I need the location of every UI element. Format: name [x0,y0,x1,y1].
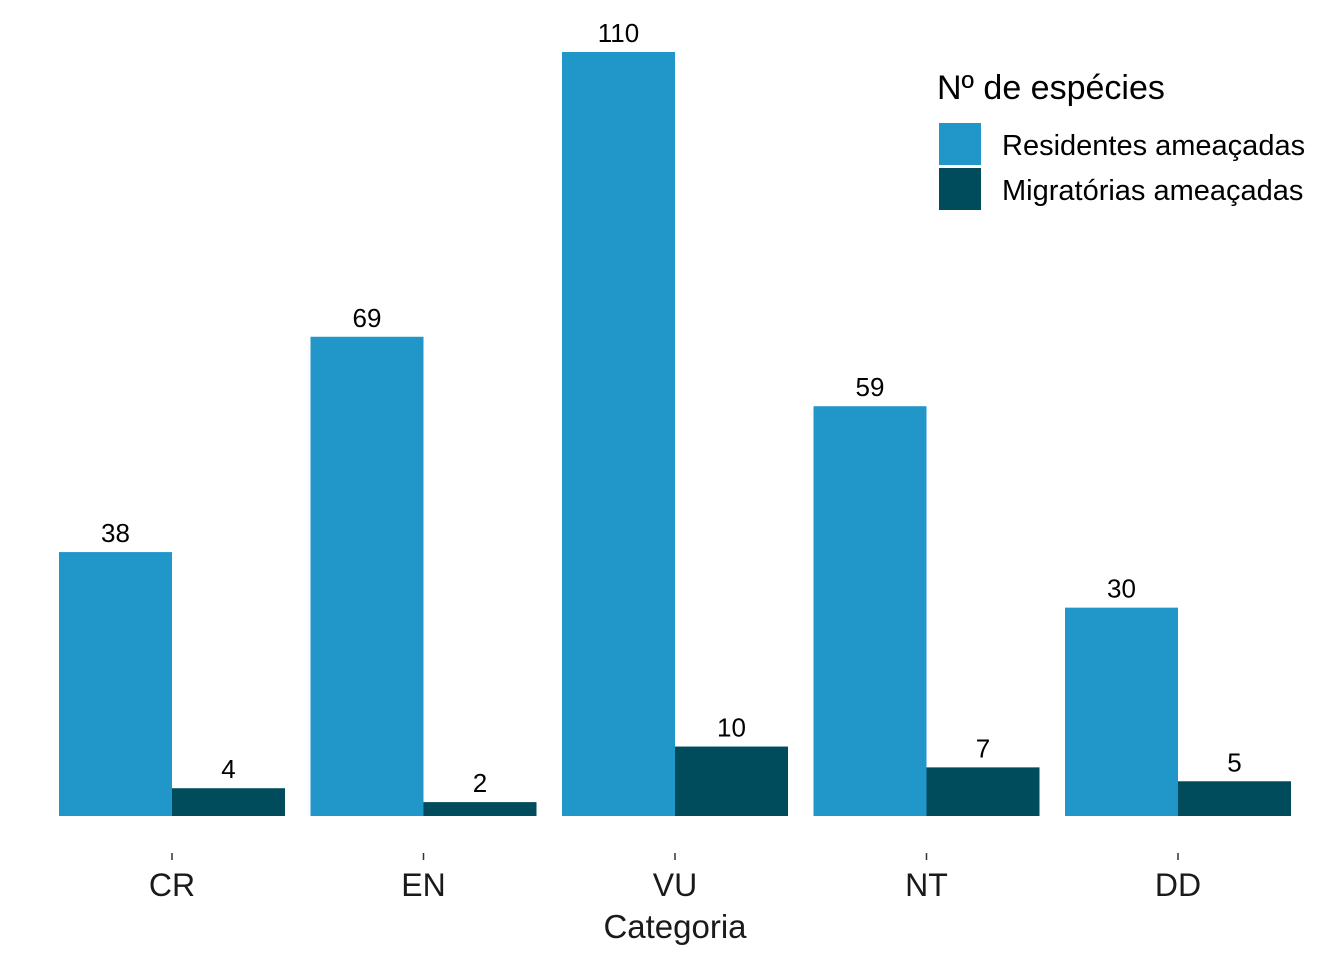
bar-value-label-migratorias-vu: 10 [717,713,746,743]
bar-value-label-residentes-vu: 110 [598,18,639,48]
legend-items: Residentes ameaçadas Migratórias ameaçada… [939,123,1305,210]
x-axis-tick-labels: CR EN VU NT DD [149,867,1201,903]
bar-value-label-migratorias-dd: 5 [1227,747,1241,777]
bar-value-label-residentes-nt: 59 [856,372,885,402]
bar-value-label-migratorias-cr: 4 [221,754,235,784]
bar-residentes-vu [562,52,675,816]
legend-swatch-residentes [939,123,981,165]
bar-labels-layer: 38 4 69 2 110 10 59 7 30 5 [101,18,1242,798]
x-axis-ticks [171,853,1179,860]
bar-residentes-dd [1065,607,1178,816]
bar-residentes-en [310,336,424,816]
x-tick-label-cr: CR [149,867,195,903]
bar-migratorias-cr [172,788,285,816]
x-tick-label-en: EN [401,867,445,903]
x-tick-label-vu: VU [653,867,697,903]
bar-migratorias-nt [926,767,1040,816]
legend: Nº de espécies Residentes ameaçadas Migra… [937,69,1305,210]
bar-residentes-cr [59,552,172,816]
x-tick-label-nt: NT [905,867,948,903]
legend-title: Nº de espécies [937,69,1165,107]
x-tick-label-dd: DD [1155,867,1201,903]
bar-value-label-residentes-cr: 38 [101,518,130,548]
bar-value-label-migratorias-en: 2 [473,768,487,798]
x-axis-title: Categoria [603,908,747,945]
bar-value-label-migratorias-nt: 7 [976,733,990,763]
bar-value-label-residentes-dd: 30 [1107,574,1136,604]
legend-label-migratorias: Migratórias ameaçadas [1002,175,1303,207]
bar-migratorias-en [423,802,537,816]
bars-layer [59,52,1291,816]
bar-migratorias-dd [1178,781,1291,816]
legend-swatch-migratorias [939,168,981,210]
bar-residentes-nt [813,406,927,816]
bar-value-label-residentes-en: 69 [353,303,382,333]
legend-label-residentes: Residentes ameaçadas [1002,130,1305,162]
bar-migratorias-vu [675,746,788,816]
